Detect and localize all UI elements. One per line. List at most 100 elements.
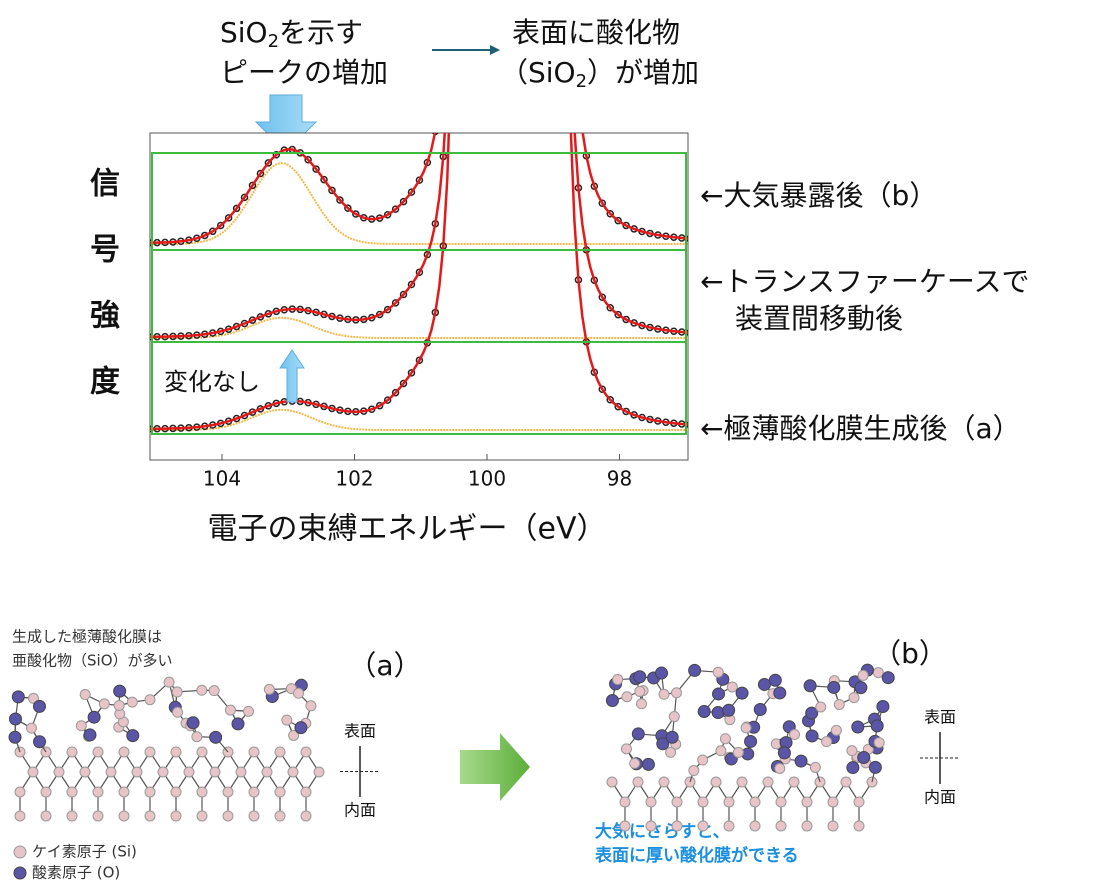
o-atom: [768, 673, 782, 687]
data-point: [375, 401, 384, 410]
data-point: [304, 155, 312, 164]
x-tick-label: 104: [203, 467, 241, 491]
si-atom: [801, 820, 813, 832]
surface-label: 表面: [344, 722, 376, 741]
x-tick-label: 102: [335, 467, 373, 491]
trace-label: ←トランスファーケースで: [700, 265, 1030, 298]
o-atom: [868, 760, 882, 774]
data-point: [336, 196, 344, 204]
si-atom: [144, 786, 156, 798]
si-atom: [313, 766, 325, 778]
o-atom: [209, 730, 223, 744]
si-atom: [196, 786, 208, 798]
si-atom: [144, 746, 156, 758]
si-atom: [788, 776, 800, 788]
si-atom: [263, 683, 275, 695]
interior-label: 内面: [924, 788, 956, 807]
si-atom: [224, 704, 236, 716]
si-atom: [300, 746, 312, 758]
si-atom: [40, 786, 52, 798]
si-atom: [726, 681, 738, 693]
si-atom: [697, 796, 709, 808]
si-atom: [287, 766, 299, 778]
green-arrow: [460, 733, 530, 801]
si-atom: [274, 746, 286, 758]
component-curve: [150, 316, 688, 339]
si-atom: [697, 820, 709, 832]
si-atom: [619, 796, 631, 808]
si-atom: [14, 810, 26, 822]
si-atom: [105, 766, 117, 778]
si-atom: [288, 729, 300, 741]
trace-label: ←極薄酸化膜生成後（a）: [700, 412, 1021, 445]
si-atom: [92, 786, 104, 798]
o-atom: [757, 677, 771, 691]
si-atom: [809, 761, 821, 773]
si-atom: [830, 724, 842, 736]
si-atom: [113, 699, 125, 711]
data-point: [216, 221, 225, 230]
fit-curve: [150, 133, 688, 431]
si-atom: [66, 810, 78, 822]
si-atom: [621, 691, 633, 703]
si-atom: [645, 796, 657, 808]
surface-label: 表面: [924, 708, 956, 727]
si-atom: [40, 810, 52, 822]
si-atom: [873, 737, 885, 749]
si-atom: [774, 762, 786, 774]
y-label-char: 号: [90, 233, 120, 268]
data-point: [567, 119, 573, 125]
si-atom: [293, 687, 305, 699]
o-atom: [87, 710, 101, 724]
si-atom: [827, 796, 839, 808]
si-atom: [157, 766, 169, 778]
si-atom: [635, 698, 647, 710]
o-atom: [294, 721, 308, 735]
si-atom: [235, 766, 247, 778]
o-atom: [805, 706, 819, 720]
si-atom: [170, 786, 182, 798]
o-atom: [744, 734, 758, 748]
data-point: [248, 181, 257, 190]
si-atom: [632, 776, 644, 788]
si-atom: [191, 731, 203, 743]
si-atom: [172, 706, 184, 718]
y-label-char: 信: [90, 167, 120, 202]
si-atom: [620, 743, 632, 755]
data-point: [264, 159, 273, 167]
o-atom: [631, 727, 645, 741]
data-point: [328, 186, 336, 195]
data-point: [391, 388, 400, 397]
data-point: [407, 280, 416, 289]
data-point: [352, 210, 360, 218]
si-atom: [671, 796, 683, 808]
si-atom: [848, 692, 860, 704]
caption: 表面に厚い酸化膜ができる: [595, 845, 799, 866]
si-atom: [170, 810, 182, 822]
o-atom: [8, 712, 22, 726]
si-atom: [118, 810, 130, 822]
o-atom: [8, 730, 22, 744]
data-point: [312, 165, 320, 173]
x-tick-label: 100: [468, 467, 506, 491]
si-atom: [710, 776, 722, 788]
plot-frame: [149, 132, 689, 461]
up-arrow: [279, 349, 305, 403]
o-atom: [113, 684, 127, 698]
si-atom: [92, 810, 104, 822]
si-atom: [723, 796, 735, 808]
si-atom: [92, 746, 104, 758]
si-atom: [775, 796, 787, 808]
data-point: [391, 299, 400, 307]
si-atom: [634, 685, 646, 697]
y-label-char: 度: [90, 365, 120, 400]
si-atom: [668, 711, 680, 723]
o-atom: [794, 754, 808, 768]
trace-label: 装置間移動後: [735, 302, 903, 335]
arrow-head: [490, 45, 500, 55]
si-atom: [749, 820, 761, 832]
si-atom: [126, 696, 138, 708]
data-point: [272, 151, 281, 159]
si-atom: [300, 786, 312, 798]
x-axis-title: 電子の束縛エネルギー（eV）: [208, 512, 607, 547]
